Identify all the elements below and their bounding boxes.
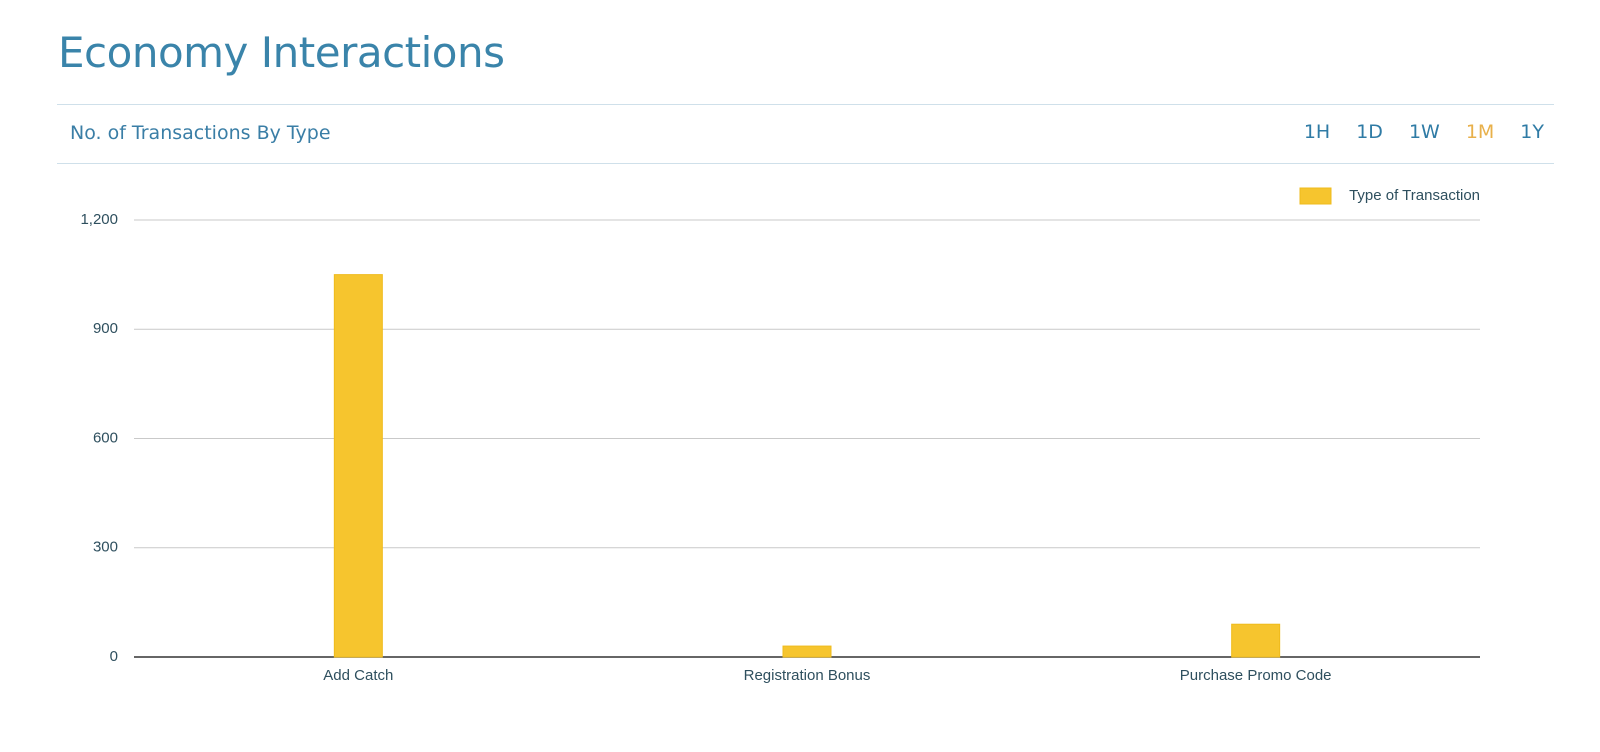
range-button[interactable]: 1D <box>1356 121 1383 143</box>
y-tick-label: 0 <box>110 648 118 665</box>
range-button[interactable]: 1M <box>1465 121 1495 143</box>
range-button[interactable]: 1W <box>1408 121 1440 143</box>
range-button[interactable]: 1H <box>1303 121 1331 143</box>
y-tick-label: 300 <box>93 539 118 556</box>
page-title: Economy Interactions <box>58 28 505 77</box>
x-tick-label: Purchase Promo Code <box>1180 667 1332 684</box>
y-tick-label: 900 <box>93 320 118 337</box>
bar <box>782 645 832 658</box>
panel-subtitle: No. of Transactions By Type <box>70 122 331 144</box>
bar <box>1231 623 1281 658</box>
y-tick-label: 600 <box>93 429 118 446</box>
range-button[interactable]: 1Y <box>1520 121 1544 143</box>
legend-swatch <box>1299 187 1332 205</box>
bar <box>333 274 383 658</box>
range-selector: 1H 1D 1W 1M 1Y <box>1278 121 1544 143</box>
x-tick-label: Registration Bonus <box>744 667 871 684</box>
y-tick-label: 1,200 <box>80 211 118 228</box>
legend-label: Type of Transaction <box>1349 187 1480 204</box>
panel-header: No. of Transactions By Type 1H 1D 1W 1M 1Y <box>57 104 1554 164</box>
x-tick-label: Add Catch <box>323 667 393 684</box>
